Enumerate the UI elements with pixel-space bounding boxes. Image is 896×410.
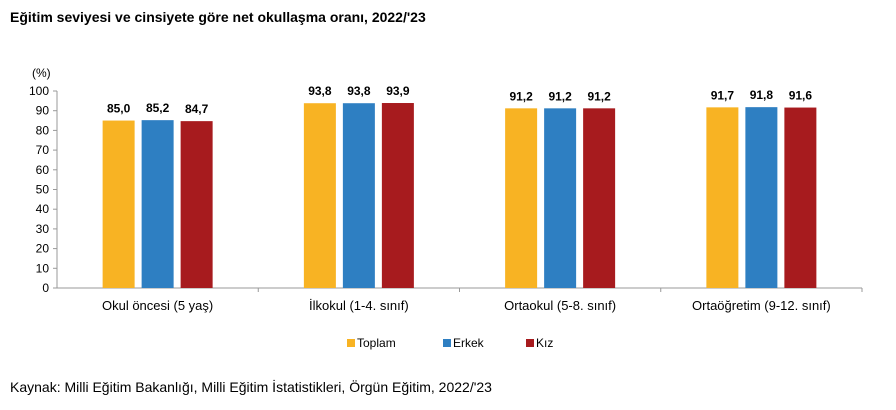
- y-tick-label: 60: [36, 163, 50, 177]
- data-label: 91,6: [789, 89, 813, 103]
- bar-toplam: [102, 120, 135, 288]
- x-tick-label: İlkokul (1-4. sınıf): [309, 298, 409, 313]
- bar-kız: [583, 108, 616, 288]
- x-tick-label: Okul öncesi (5 yaş): [102, 298, 213, 313]
- bar-erkek: [745, 107, 778, 289]
- data-label: 84,7: [185, 102, 209, 116]
- legend-swatch-erkek: [443, 339, 451, 347]
- data-label: 93,8: [308, 84, 332, 98]
- y-tick-label: 70: [36, 143, 50, 157]
- bar-toplam: [505, 108, 538, 288]
- bar-kız: [381, 103, 414, 288]
- bar-erkek: [544, 108, 577, 288]
- legend-label: Kız: [536, 336, 553, 350]
- data-label: 91,2: [509, 89, 533, 103]
- y-tick-label: 50: [36, 183, 50, 197]
- y-tick-label: 90: [36, 104, 50, 118]
- legend-label: Erkek: [453, 336, 485, 350]
- bar-chart: (%) 0 10 20 30 40 50 60 70 80 90 100 Okul öncesi (5 …: [29, 66, 863, 350]
- data-label: 93,8: [347, 84, 371, 98]
- source-note: Kaynak: Milli Eğitim Bakanlığı, Milli Eğ…: [10, 379, 492, 395]
- chart-title: Eğitim seviyesi ve cinsiyete göre net ok…: [10, 9, 426, 25]
- y-tick-label: 80: [36, 123, 50, 137]
- data-label: 91,2: [548, 89, 572, 103]
- bar-toplam: [303, 103, 336, 289]
- data-label: 91,8: [750, 88, 774, 102]
- x-tick-label: Ortaokul (5-8. sınıf): [504, 298, 616, 313]
- y-tick-label: 20: [36, 242, 50, 256]
- y-tick-label: 0: [42, 281, 49, 295]
- bar-kız: [784, 107, 817, 288]
- y-tick-label: 10: [36, 261, 50, 275]
- y-axis-label: (%): [32, 66, 51, 80]
- bar-kız: [180, 121, 213, 289]
- legend-swatch-toplam: [347, 339, 355, 347]
- x-tick-label: Ortaöğretim (9-12. sınıf): [692, 298, 831, 313]
- y-tick-label: 30: [36, 222, 50, 236]
- data-label: 85,0: [107, 102, 131, 116]
- data-label: 85,2: [146, 101, 170, 115]
- legend-label: Toplam: [357, 336, 396, 350]
- bar-erkek: [141, 120, 174, 288]
- legend-swatch-kız: [526, 339, 534, 347]
- bar-erkek: [342, 103, 375, 289]
- data-label: 91,7: [711, 88, 735, 102]
- y-tick-label: 100: [29, 84, 49, 98]
- bar-toplam: [706, 107, 739, 288]
- data-label: 93,9: [386, 84, 410, 98]
- data-label: 91,2: [587, 89, 611, 103]
- y-tick-label: 40: [36, 202, 50, 216]
